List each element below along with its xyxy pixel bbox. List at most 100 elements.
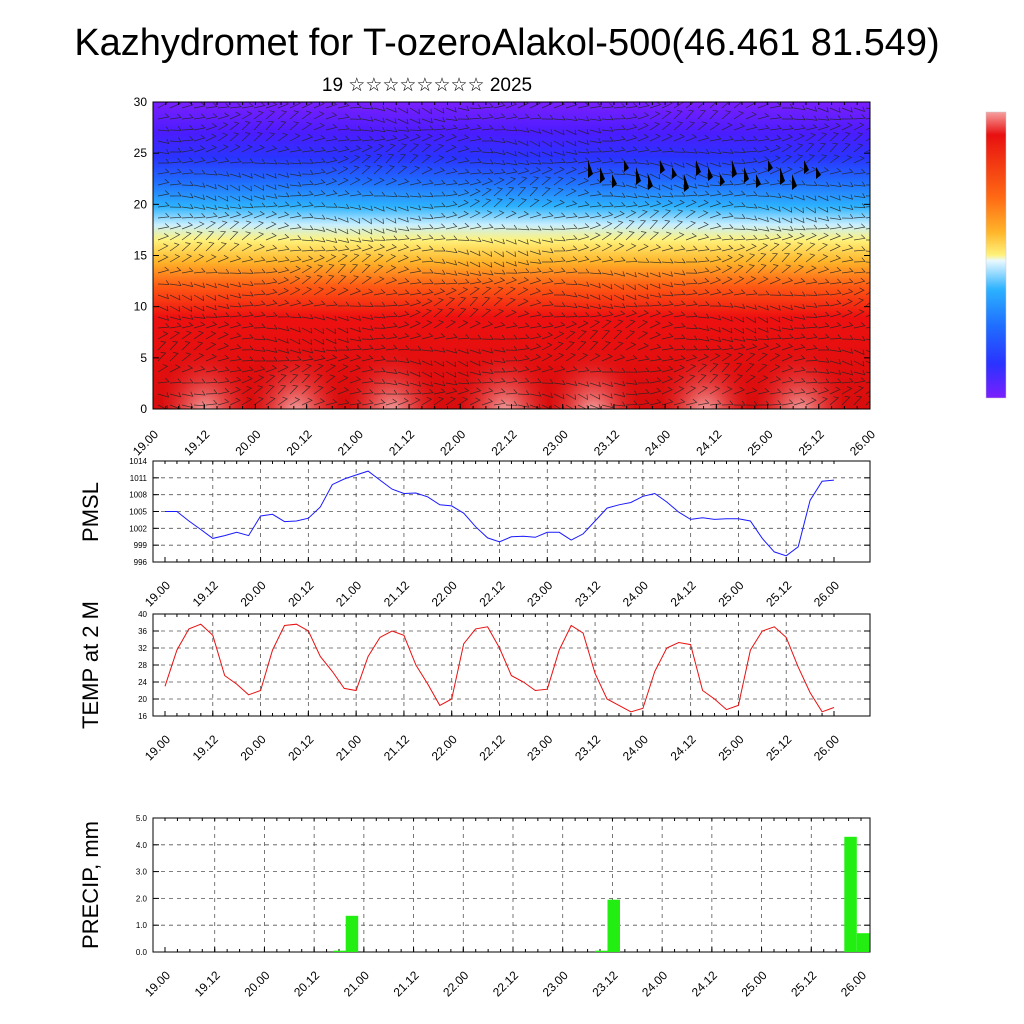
wind-barb <box>769 252 779 263</box>
wind-barb <box>361 253 372 263</box>
wind-barb <box>757 290 770 296</box>
wind-barb <box>289 397 301 406</box>
wind-barb <box>541 342 553 351</box>
wind-barb <box>277 183 290 189</box>
wind-barb <box>205 242 215 252</box>
wind-barb <box>829 223 842 230</box>
section-xtick-label: 23.12 <box>591 427 622 458</box>
wind-barb <box>277 374 287 384</box>
wind-barb <box>661 147 674 153</box>
wind-barb <box>349 288 362 296</box>
wind-barb <box>481 261 493 268</box>
wind-barb <box>457 236 470 241</box>
section-xtick-label: 23.00 <box>540 427 571 458</box>
wind-barb <box>325 202 338 208</box>
wind-barb <box>697 345 710 351</box>
wind-barb <box>613 170 626 175</box>
wind-barb <box>517 225 530 231</box>
wind-barb <box>493 138 506 144</box>
pmsl-xtick-label: 23.12 <box>572 578 603 609</box>
wind-barb <box>589 269 602 275</box>
wind-barb <box>721 190 734 197</box>
wind-barb <box>829 132 839 142</box>
wind-barb <box>853 234 866 241</box>
wind-barb <box>853 193 866 199</box>
wind-barb <box>757 375 769 384</box>
wind-barb <box>541 311 554 318</box>
wind-barb <box>157 266 170 274</box>
wind-barb <box>325 156 338 164</box>
wind-barb <box>661 209 672 219</box>
wind-barb <box>481 159 494 165</box>
wind-barb <box>853 203 866 209</box>
wind-barb <box>433 143 444 153</box>
wind-barb <box>481 124 494 131</box>
wind-barb <box>565 157 578 164</box>
wind-barb <box>325 327 336 335</box>
wind-barb <box>409 179 422 186</box>
wind-barb <box>217 354 230 362</box>
wind-barb <box>817 206 829 213</box>
wind-barb <box>373 165 383 175</box>
wind-barb <box>361 217 372 225</box>
wind-barb <box>217 366 230 373</box>
wind-pennant <box>780 167 785 185</box>
wind-barb <box>469 308 479 318</box>
wind-barb <box>781 134 794 142</box>
wind-barb <box>337 301 350 307</box>
wind-barb <box>685 289 698 296</box>
wind-barb <box>433 234 446 241</box>
wind-barb <box>289 374 299 384</box>
wind-barb <box>193 212 206 219</box>
wind-barb <box>613 125 626 131</box>
wind-barb <box>577 303 590 309</box>
wind-barb <box>841 194 854 200</box>
wind-barb <box>385 265 397 274</box>
wind-barb <box>782 114 794 120</box>
wind-barb <box>349 237 362 243</box>
wind-barb <box>817 232 829 241</box>
wind-barb <box>157 233 170 241</box>
wind-barb <box>529 322 542 329</box>
wind-barb <box>433 297 444 307</box>
wind-barb <box>589 393 601 400</box>
wind-barb <box>409 332 422 340</box>
wind-barb <box>769 102 782 109</box>
wind-barb <box>625 390 638 396</box>
wind-barb <box>361 388 374 395</box>
wind-barb <box>409 289 422 296</box>
wind-barb <box>445 396 456 406</box>
wind-barb <box>541 129 553 135</box>
pmsl-xtick-label: 19.12 <box>190 578 221 609</box>
wind-barb <box>745 191 758 197</box>
wind-barb <box>769 264 779 274</box>
wind-barb <box>637 102 650 109</box>
wind-barb <box>169 352 179 362</box>
wind-barb <box>517 287 529 296</box>
wind-barb <box>193 204 206 210</box>
section-ytick-label: 20 <box>134 197 148 211</box>
wind-barb <box>829 347 842 353</box>
wind-barb <box>805 124 818 131</box>
wind-barb <box>577 244 590 252</box>
wind-pennant <box>624 160 629 172</box>
wind-barb <box>434 246 446 252</box>
wind-barb <box>841 298 853 307</box>
wind-barb <box>361 236 374 242</box>
temp-xtick-label: 22.12 <box>476 732 507 763</box>
wind-barb <box>457 348 469 355</box>
precip-xtick-label: 24.00 <box>639 968 670 999</box>
wind-barb <box>277 325 290 332</box>
wind-barb <box>433 133 445 142</box>
wind-barb <box>818 345 830 351</box>
wind-barb <box>217 102 230 109</box>
wind-barb <box>253 144 265 153</box>
wind-barb <box>685 345 698 351</box>
wind-barb <box>493 269 506 275</box>
wind-barb <box>265 102 278 109</box>
wind-barb <box>577 148 590 154</box>
wind-barb <box>229 195 241 202</box>
wind-barb <box>601 102 614 109</box>
wind-barb <box>373 276 385 285</box>
wind-barb <box>661 184 673 191</box>
